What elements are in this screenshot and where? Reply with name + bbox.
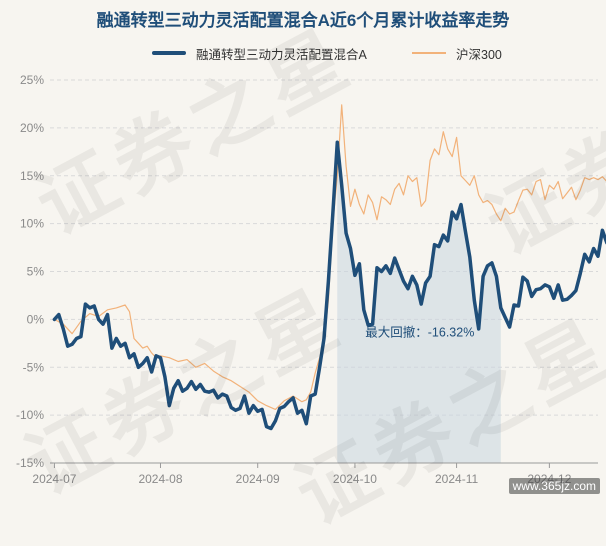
- tick-labels: 25% 20% 15% 10% 5% 0% -5% -10% -15% 2024-07 2024-0…: [16, 73, 572, 486]
- grid-lines: [50, 79, 598, 464]
- x-tick-label: 2024-11: [435, 472, 478, 486]
- x-tick-label: 2024-10: [333, 472, 377, 486]
- y-tick-label: 25%: [20, 73, 44, 87]
- axes: [50, 462, 598, 468]
- y-tick-label: -15%: [16, 456, 44, 470]
- series-lines: [52, 104, 606, 431]
- legend-item-index[interactable]: 沪深300: [412, 44, 502, 62]
- y-tick-label: 5%: [27, 265, 45, 279]
- y-tick-label: 15%: [20, 169, 44, 183]
- chart-title: 融通转型三动力灵活配置混合A近6个月累计收益率走势: [96, 11, 510, 30]
- max-drawdown-label: 最大回撤：-16.32%: [365, 325, 474, 340]
- x-tick-label: 2024-08: [138, 472, 182, 486]
- max-drawdown-area: [337, 142, 501, 464]
- legend-label-fund: 融通转型三动力灵活配置混合A: [196, 47, 367, 62]
- series-line-index[interactable]: [53, 104, 606, 410]
- series-line-fund[interactable]: [52, 140, 606, 431]
- legend-item-fund[interactable]: 融通转型三动力灵活配置混合A: [152, 44, 367, 62]
- y-tick-label: 10%: [20, 217, 44, 231]
- site-url-footer: www.365jz.com: [508, 478, 600, 494]
- legend-swatch-index: [412, 52, 446, 54]
- x-tick-label: 2024-07: [32, 472, 76, 486]
- x-tick-label: 2024-09: [236, 472, 280, 486]
- legend-swatch-fund: [152, 51, 186, 55]
- drawdown-area: [337, 142, 501, 464]
- y-tick-label: -10%: [16, 408, 44, 422]
- y-tick-label: -5%: [23, 360, 45, 374]
- y-tick-label: 20%: [20, 121, 44, 135]
- chart-canvas: 25% 20% 15% 10% 5% 0% -5% -10% -15% 2024-07 2024-0…: [16, 73, 606, 486]
- y-tick-label: 0%: [27, 312, 45, 326]
- legend-label-index: 沪深300: [456, 47, 502, 62]
